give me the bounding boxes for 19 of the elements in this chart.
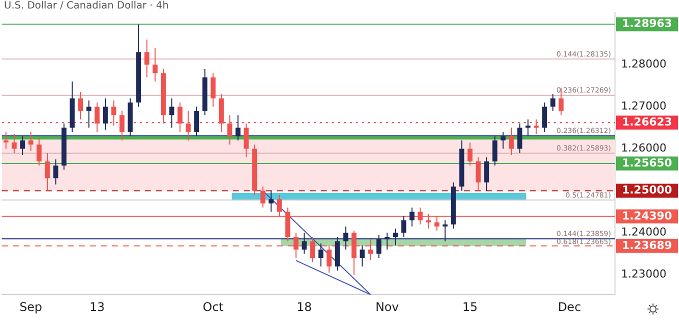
ref-line-label: 1.25650 [622,156,672,170]
y-tick-label: 1.28000 [621,58,666,71]
x-tick-label: Sep [20,300,42,314]
ref-line-label: 1.24390 [622,209,672,222]
x-tick-label: Nov [375,300,399,314]
y-tick-label: 1.24000 [621,226,666,239]
chart-title: U.S. Dollar / Canadian Dollar · 4h [4,0,169,12]
ref-line-label: 1.28963 [622,17,672,30]
y-tick-label: 1.26000 [621,142,666,155]
ref-line-label: 1.25000 [622,184,672,197]
x-tick-label: 15 [462,300,478,314]
x-tick-label: Dec [558,300,582,314]
ref-line-label: 1.26623 [622,115,672,128]
x-tick-label: 18 [296,300,312,314]
ref-line-label: 1.23689 [622,238,672,252]
x-tick-label: Oct [202,300,224,314]
x-tick-label: 13 [90,300,105,314]
y-tick-label: 1.27000 [621,100,666,113]
y-tick-label: 1.23000 [621,268,666,281]
